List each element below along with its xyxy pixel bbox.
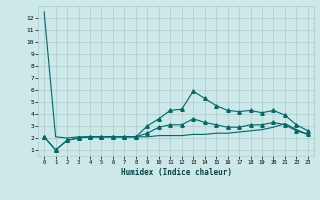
X-axis label: Humidex (Indice chaleur): Humidex (Indice chaleur) — [121, 168, 231, 177]
